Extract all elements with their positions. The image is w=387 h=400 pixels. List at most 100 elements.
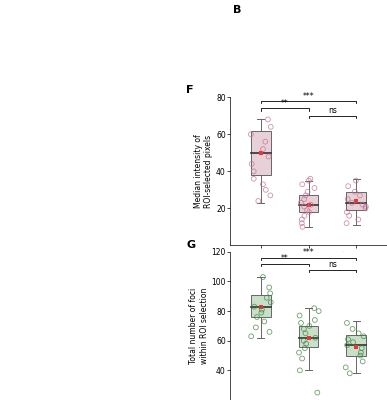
- Point: [358, 349, 364, 356]
- Point: [315, 308, 322, 314]
- Bar: [298, 196, 319, 212]
- Text: G: G: [186, 240, 195, 250]
- Point: [260, 181, 266, 188]
- Y-axis label: Total number of foci
within ROI selection: Total number of foci within ROI selectio…: [189, 288, 209, 364]
- Point: [260, 146, 266, 152]
- Point: [251, 304, 257, 310]
- Point: [362, 205, 368, 212]
- Point: [301, 326, 307, 332]
- Point: [363, 203, 369, 210]
- Point: [355, 216, 361, 223]
- Point: [253, 324, 259, 331]
- Point: [344, 196, 351, 202]
- Text: **: **: [281, 99, 289, 108]
- Point: [299, 181, 305, 188]
- Point: [350, 339, 356, 346]
- Point: [305, 188, 311, 195]
- Point: [254, 314, 260, 320]
- Point: [360, 202, 366, 208]
- Point: [258, 309, 264, 316]
- Point: [345, 336, 351, 342]
- Point: [307, 176, 313, 182]
- Point: [353, 177, 359, 184]
- Point: [306, 177, 312, 184]
- Point: [262, 138, 268, 145]
- Bar: [251, 130, 271, 175]
- Point: [255, 198, 261, 204]
- Point: [312, 317, 318, 323]
- Point: [345, 183, 351, 189]
- Point: [349, 200, 355, 206]
- Point: [314, 389, 320, 396]
- Text: F: F: [186, 86, 194, 96]
- Bar: [251, 295, 271, 317]
- Point: [299, 220, 305, 226]
- Point: [359, 345, 365, 351]
- Point: [297, 367, 303, 374]
- Point: [268, 124, 274, 130]
- Point: [265, 153, 272, 160]
- Point: [259, 306, 265, 313]
- Point: [308, 202, 314, 208]
- Point: [344, 209, 350, 215]
- Point: [347, 370, 353, 376]
- Point: [356, 330, 362, 336]
- Text: **: **: [281, 254, 289, 263]
- Point: [346, 212, 352, 219]
- Point: [251, 176, 257, 182]
- Point: [301, 212, 308, 219]
- Point: [344, 342, 350, 348]
- Point: [298, 320, 304, 326]
- Point: [268, 299, 274, 306]
- Point: [299, 355, 305, 362]
- Point: [304, 207, 310, 214]
- Point: [267, 290, 273, 296]
- Text: ns: ns: [328, 260, 337, 269]
- Text: ***: ***: [303, 248, 314, 257]
- Point: [344, 220, 350, 226]
- Point: [248, 333, 254, 340]
- Text: B: B: [233, 4, 241, 14]
- Text: ns: ns: [328, 106, 337, 115]
- Point: [265, 116, 271, 123]
- Point: [296, 312, 303, 319]
- Point: [303, 192, 309, 199]
- Point: [361, 333, 367, 340]
- Point: [248, 161, 255, 167]
- Point: [312, 185, 318, 191]
- Point: [357, 192, 363, 199]
- Point: [311, 305, 317, 311]
- Point: [263, 187, 269, 193]
- Point: [301, 338, 307, 344]
- Point: [349, 326, 356, 332]
- Bar: [346, 192, 366, 210]
- Point: [302, 345, 308, 351]
- Point: [306, 323, 312, 329]
- Point: [298, 200, 304, 206]
- Point: [342, 364, 349, 371]
- Point: [248, 131, 254, 138]
- Point: [306, 209, 312, 215]
- Point: [300, 224, 306, 230]
- Point: [357, 352, 363, 359]
- Point: [264, 294, 270, 301]
- Text: ***: ***: [303, 92, 314, 100]
- Bar: [346, 335, 366, 356]
- Point: [251, 168, 257, 174]
- Point: [267, 192, 274, 199]
- Point: [260, 274, 266, 280]
- Bar: [298, 326, 319, 347]
- Point: [296, 349, 302, 356]
- Point: [302, 330, 308, 336]
- Point: [303, 340, 309, 347]
- Point: [301, 196, 307, 202]
- Point: [360, 358, 366, 365]
- Point: [261, 318, 267, 325]
- Point: [299, 216, 305, 223]
- Point: [312, 334, 319, 341]
- Point: [266, 284, 272, 291]
- Point: [301, 203, 307, 210]
- Point: [352, 188, 358, 195]
- Point: [344, 320, 350, 326]
- Y-axis label: Median intensity of
ROI-selected pixels: Median intensity of ROI-selected pixels: [194, 134, 213, 208]
